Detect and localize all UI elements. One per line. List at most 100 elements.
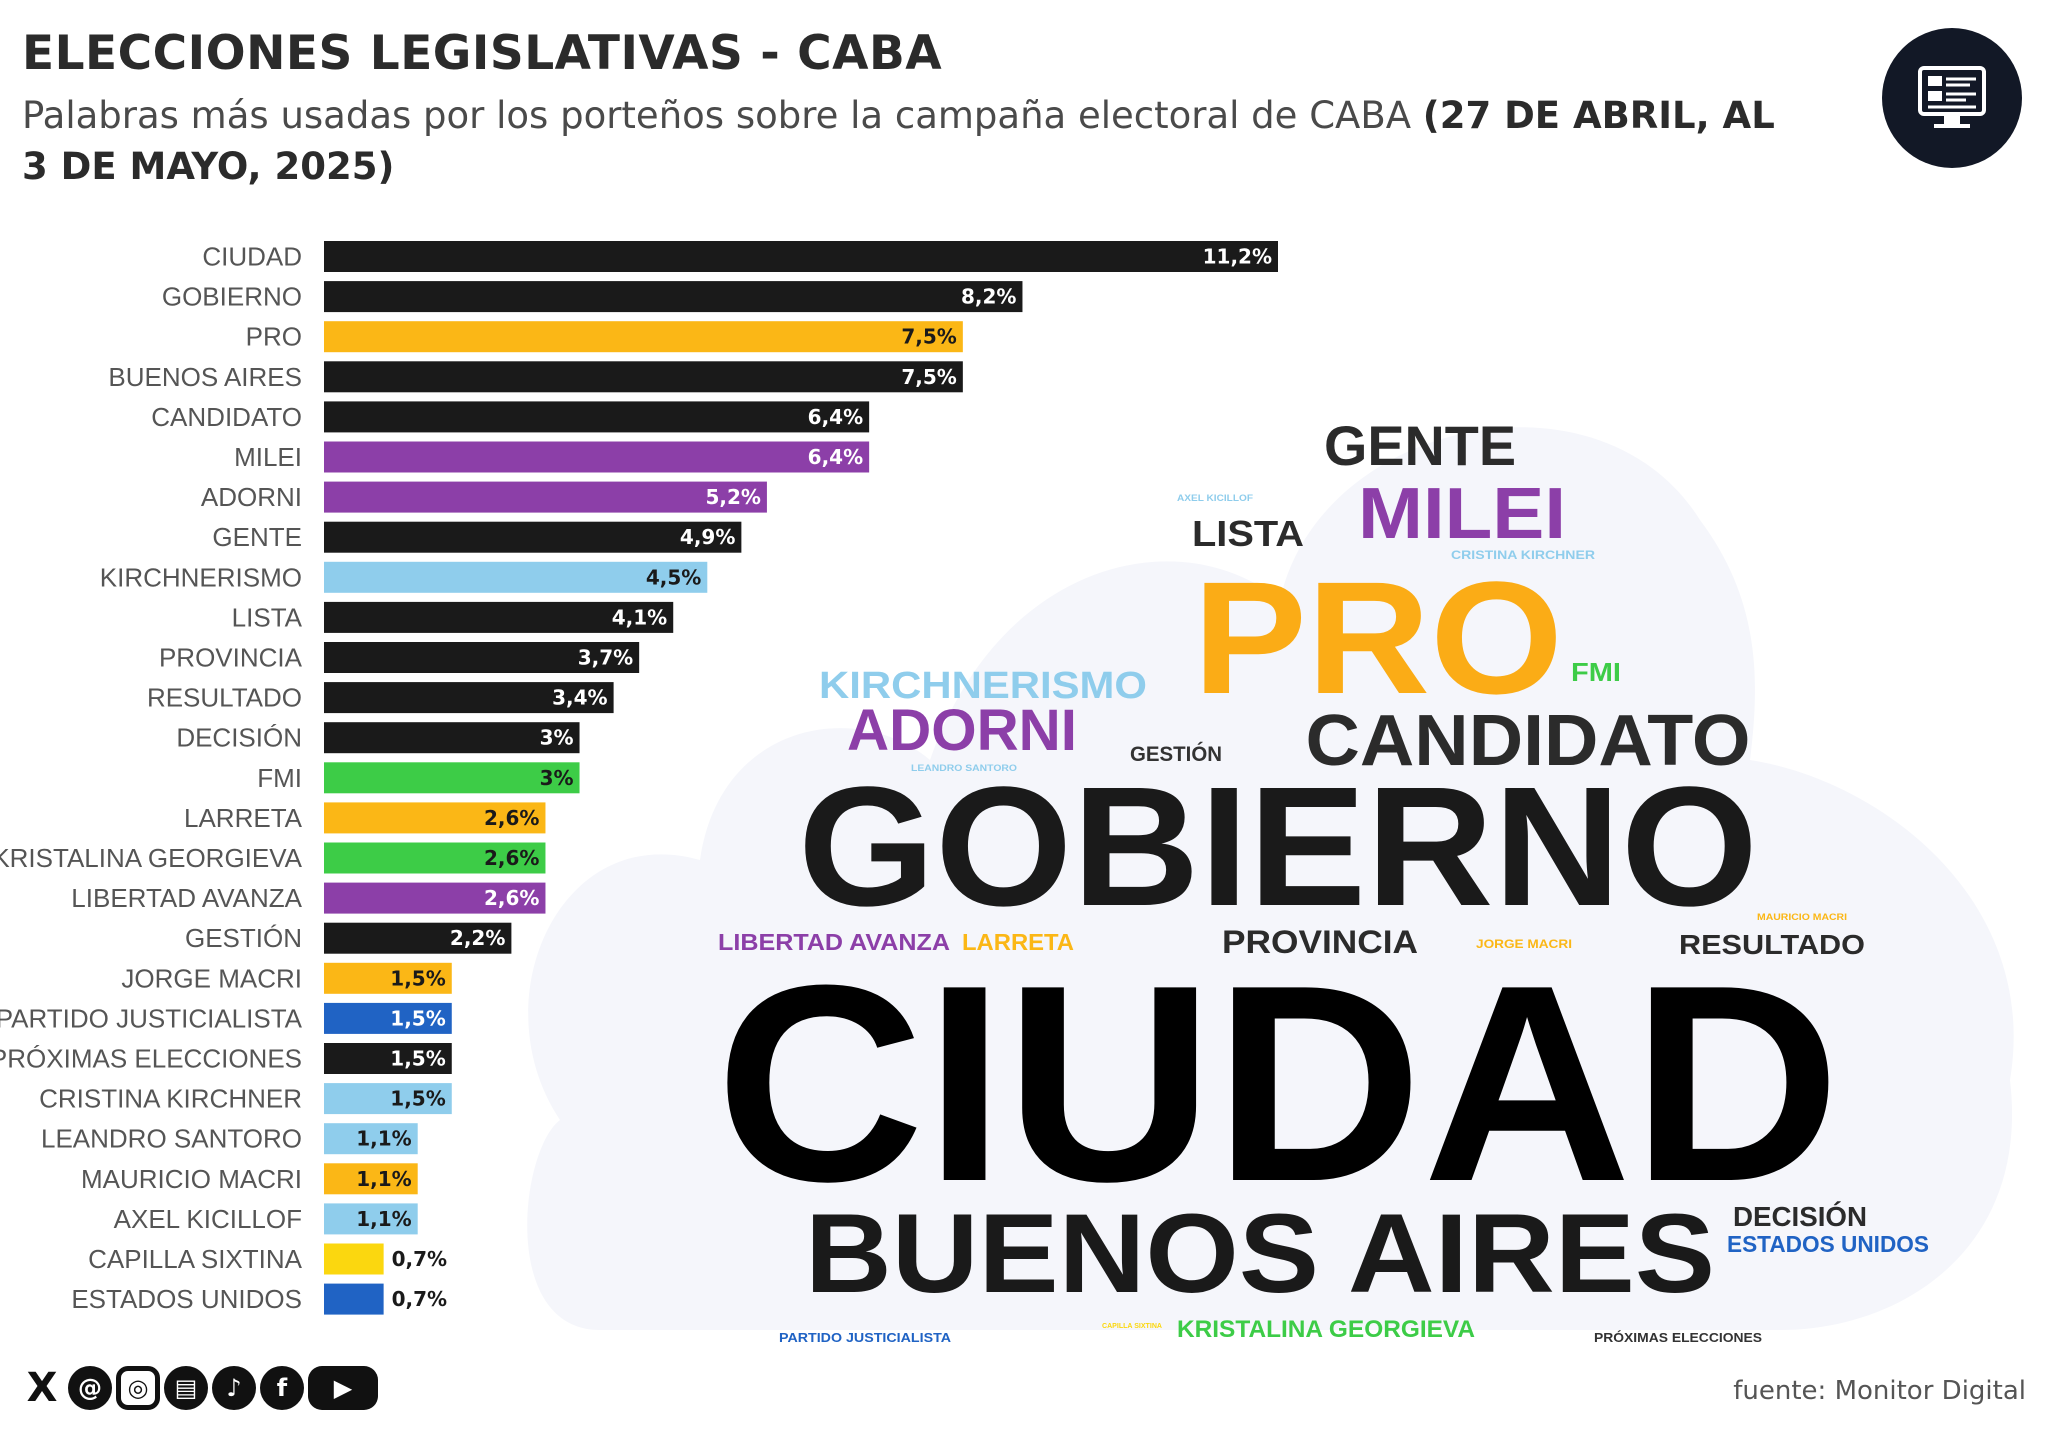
bar-value-label: 4,9%: [680, 525, 735, 549]
bar-category-label: PROVINCIA: [159, 643, 303, 673]
bar: [324, 481, 767, 513]
bar-category-label: JORGE MACRI: [121, 963, 302, 993]
bar-value-label: 2,6%: [484, 846, 539, 870]
bar: [324, 401, 870, 433]
bar-category-label: CANDIDATO: [151, 402, 302, 432]
bar-category-label: AXEL KICILLOF: [114, 1204, 302, 1234]
bar-category-label: LIBERTAD AVANZA: [71, 883, 302, 913]
youtube-icon[interactable]: ▶: [308, 1366, 378, 1410]
word-cloud-word: FMI: [1571, 657, 1621, 687]
word-cloud-word: ESTADOS UNIDOS: [1727, 1231, 1929, 1257]
word-cloud-word: CRISTINA KIRCHNER: [1451, 548, 1595, 562]
bar: [324, 642, 640, 673]
bar-category-label: GESTIÓN: [185, 923, 302, 953]
bar-value-label: 1,5%: [390, 1006, 445, 1030]
bar-value-label: 3,4%: [552, 686, 607, 710]
bar-value-label: 1,1%: [356, 1167, 411, 1191]
bar: [324, 1163, 418, 1195]
word-cloud-background: [527, 427, 2014, 1330]
bar-value-label: 2,6%: [484, 886, 539, 910]
brand-logo: [1882, 28, 2022, 168]
bar: [324, 682, 614, 714]
bar-value-label: 7,5%: [901, 325, 956, 349]
bar-value-label: 8,2%: [961, 285, 1016, 309]
word-cloud-word: GENTE: [1324, 414, 1516, 477]
bar-value-label: 0,7%: [392, 1287, 447, 1311]
bar-value-label: 4,1%: [612, 605, 667, 629]
word-cloud-word: MILEI: [1358, 474, 1566, 554]
word-cloud-word: PARTIDO JUSTICIALISTA: [779, 1330, 952, 1345]
bar-category-label: CIUDAD: [202, 242, 302, 272]
bar-category-label: MILEI: [234, 442, 302, 472]
bar-category-label: CAPILLA SIXTINA: [88, 1244, 303, 1274]
threads-icon[interactable]: @: [68, 1366, 112, 1410]
instagram-icon[interactable]: ◎: [116, 1366, 160, 1410]
bar-category-label: KRISTALINA GEORGIEVA: [0, 843, 303, 873]
word-cloud-word: LISTA: [1192, 513, 1304, 554]
word-cloud-word: KRISTALINA GEORGIEVA: [1177, 1316, 1475, 1343]
bar-category-label: PARTIDO JUSTICIALISTA: [0, 1003, 303, 1033]
bar-category-label: GENTE: [212, 522, 302, 552]
bar: [324, 241, 1278, 272]
bar-value-label: 11,2%: [1203, 245, 1272, 269]
bar: [324, 441, 870, 473]
bar-category-label: FMI: [257, 763, 302, 793]
bar-value-label: 1,5%: [390, 1047, 445, 1071]
bar-value-label: 5,2%: [705, 485, 760, 509]
bar: [324, 561, 708, 593]
bar: [324, 922, 512, 954]
bar-category-label: ADORNI: [201, 482, 302, 512]
bar: [324, 1083, 452, 1115]
monitor-dashboard-icon: [1918, 66, 1986, 128]
newsletter-icon[interactable]: ▤: [164, 1366, 208, 1410]
word-cloud-word: KIRCHNERISMO: [819, 665, 1147, 707]
word-cloud-word: PRO: [1193, 548, 1563, 727]
facebook-icon[interactable]: f: [260, 1366, 304, 1410]
bar-category-label: DECISIÓN: [176, 723, 302, 753]
bar-category-label: BUENOS AIRES: [108, 362, 302, 392]
bar-value-label: 1,1%: [356, 1207, 411, 1231]
bar-value-label: 3%: [540, 766, 574, 790]
x-icon[interactable]: X: [26, 1365, 58, 1411]
bar-value-label: 7,5%: [901, 365, 956, 389]
bar: [324, 1283, 384, 1315]
word-cloud-word: LARRETA: [962, 929, 1074, 955]
word-cloud-word: PROVINCIA: [1222, 924, 1418, 960]
bar-value-label: 4,5%: [646, 565, 701, 589]
bar-category-label: KIRCHNERISMO: [100, 562, 302, 592]
bar-value-label: 6,4%: [808, 445, 863, 469]
bar-category-label: PRO: [246, 322, 302, 352]
subtitle-date-range: (27 DE ABRIL, AL 3 DE MAYO, 2025): [22, 94, 1775, 188]
bar-value-label: 1,5%: [390, 966, 445, 990]
bar-value-label: 1,1%: [356, 1127, 411, 1151]
bar: [324, 1002, 452, 1034]
bar: [324, 962, 452, 994]
bar: [324, 1243, 384, 1275]
bar-chart: CIUDAD 11,2% GOBIERNO 8,2% PRO 7,5% BUENOS AIR…: [0, 241, 1278, 1315]
word-cloud-word: BUENOS AIRES: [805, 1191, 1715, 1316]
word-cloud-word: CANDIDATO: [1306, 701, 1751, 781]
bar: [324, 802, 546, 834]
chart-title: ELECCIONES LEGISLATIVAS - CABA: [22, 26, 943, 81]
tiktok-icon[interactable]: ♪: [212, 1366, 256, 1410]
bar-value-label: 2,2%: [450, 926, 505, 950]
bar-category-label: LISTA: [232, 602, 303, 632]
bar-value-label: 0,7%: [392, 1247, 447, 1271]
bar-category-label: LARRETA: [184, 803, 303, 833]
bar: [324, 521, 742, 553]
word-cloud-word: AXEL KICILLOF: [1177, 493, 1254, 503]
word-cloud-word: CAPILLA SIXTINA: [1102, 1323, 1162, 1330]
bar: [324, 601, 674, 633]
bar-value-label: 1,5%: [390, 1087, 445, 1111]
bar: [324, 1123, 418, 1155]
bar-value-label: 6,4%: [808, 405, 863, 429]
word-cloud-word: DECISIÓN: [1733, 1201, 1867, 1232]
bar: [324, 722, 580, 754]
word-cloud-word: GOBIERNO: [798, 752, 1758, 942]
word-cloud-word: ADORNI: [847, 698, 1077, 763]
word-cloud-word: RESULTADO: [1679, 929, 1865, 960]
chart-subtitle: Palabras más usadas por los porteños sob…: [22, 90, 1802, 192]
bar: [324, 842, 546, 874]
